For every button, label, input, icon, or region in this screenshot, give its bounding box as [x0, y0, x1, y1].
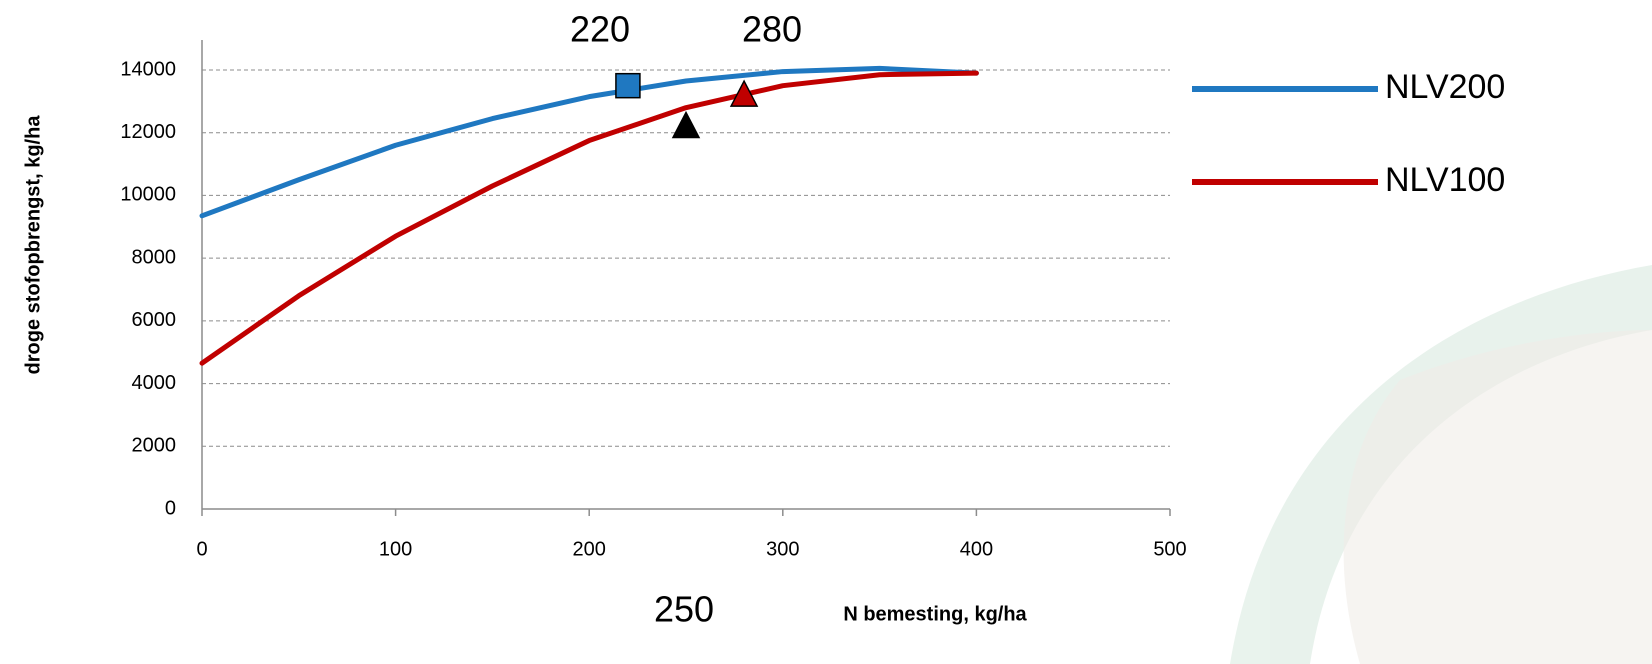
y-tick-label: 14000 [120, 58, 176, 80]
series-line [199, 70, 979, 366]
x-tick-label: 0 [196, 538, 207, 560]
marker-triangle [671, 110, 701, 139]
y-tick-label: 2000 [132, 435, 177, 457]
marker-square [615, 72, 641, 99]
background-logo [1230, 265, 1652, 664]
y-axis-label: droge stofopbrengst, kg/ha [22, 115, 44, 375]
y-tick-label: 0 [165, 497, 176, 519]
annotation: 250 [654, 589, 714, 630]
annotation: 220 [570, 9, 630, 50]
x-tick-label: 300 [766, 538, 799, 560]
x-tick-label: 100 [379, 538, 412, 560]
annotation: 280 [742, 9, 802, 50]
marker-triangle [729, 79, 759, 107]
legend-label: NLV100 [1385, 161, 1505, 199]
x-axis-label: N bemesting, kg/ha [843, 603, 1027, 625]
y-tick-label: 4000 [132, 372, 177, 394]
x-tick-label: 200 [573, 538, 606, 560]
y-tick-label: 10000 [120, 184, 176, 206]
y-tick-label: 6000 [132, 309, 177, 331]
series-line [199, 65, 979, 219]
x-tick-label: 500 [1153, 538, 1186, 560]
y-tick-label: 8000 [132, 246, 177, 268]
x-tick-label: 400 [960, 538, 993, 560]
y-tick-label: 12000 [120, 121, 176, 143]
legend-label: NLV200 [1385, 68, 1505, 106]
